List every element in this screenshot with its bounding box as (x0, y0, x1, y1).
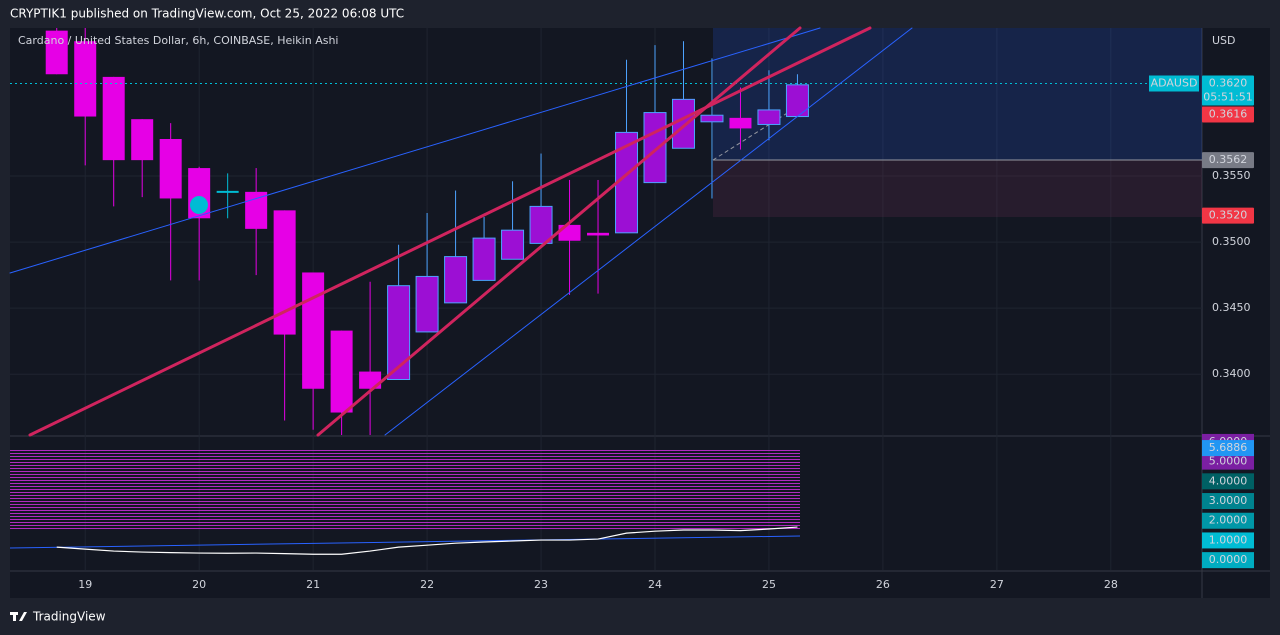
x-tick-label: 23 (534, 578, 548, 591)
candle-body (444, 256, 468, 304)
indicator-tick (1202, 493, 1254, 510)
x-tick-label: 28 (1104, 578, 1118, 591)
candle-body (45, 30, 68, 75)
candle-body (415, 275, 439, 333)
logo (10, 612, 27, 621)
x-tick-label: 22 (420, 578, 434, 591)
indicator-tick (1202, 532, 1254, 549)
x-tick-label: 26 (876, 578, 890, 591)
y-tick-label: 0.3450 (1212, 301, 1251, 314)
candle-body (472, 237, 496, 281)
indicator-tick-label: 2.0000 (1209, 514, 1248, 527)
candle-body (273, 210, 296, 335)
price-badge (1202, 152, 1254, 169)
candle-body (102, 76, 125, 161)
indicator-tick (1202, 552, 1254, 569)
candles (10, 28, 1148, 555)
indicator-band (9, 449, 801, 549)
price-badge-label: 0.3616 (1209, 108, 1248, 121)
price-badge (1202, 75, 1254, 106)
marker (190, 196, 208, 214)
band (10, 449, 800, 531)
indicator-tick (1202, 512, 1254, 529)
x-tick-label: 24 (648, 578, 662, 591)
candle-body (159, 139, 182, 199)
price-badge-label: 0.3620 (1209, 77, 1248, 90)
brand: TradingView (32, 610, 106, 624)
indicator-marker (1202, 440, 1254, 457)
candle-body (245, 191, 268, 229)
stop-zone (713, 160, 1202, 217)
indicator-tick (1202, 473, 1254, 490)
candle-body (587, 232, 610, 236)
trend-line (28, 26, 872, 437)
candle-body (729, 117, 752, 129)
y-tick-label: 0.3550 (1212, 169, 1251, 182)
candle-body (700, 114, 724, 123)
price-badge-label: 0.3520 (1209, 209, 1248, 222)
position-path (712, 104, 801, 161)
candle-body (643, 112, 667, 184)
price-badge (1202, 106, 1254, 123)
y-tick-label: 0.3400 (1212, 367, 1251, 380)
x-tick-label: 27 (990, 578, 1004, 591)
x-tick-label: 20 (192, 578, 206, 591)
publish-info: CRYPTIK1 published on TradingView.com, O… (10, 7, 404, 21)
trend-line (316, 26, 802, 437)
trend-line (384, 27, 913, 436)
candle-body (757, 109, 781, 125)
indicator-line (56, 526, 798, 555)
candle-body (529, 205, 553, 244)
chart-title: Cardano / United States Dollar, 6h, COIN… (18, 34, 338, 47)
indicator-marker-label: 5.6886 (1209, 441, 1248, 454)
trend-line (9, 27, 821, 274)
candle-body (785, 84, 809, 118)
candle-body (131, 119, 154, 161)
indicator-tick-label: 3.0000 (1209, 494, 1248, 507)
countdown: 05:51:51 (1203, 91, 1252, 104)
indicator-tick-label: 1.0000 (1209, 533, 1248, 546)
symbol-badge (1149, 75, 1199, 92)
indicator-tick-label: 5.0000 (1209, 455, 1248, 468)
band-line (9, 535, 801, 549)
x-tick-label: 25 (762, 578, 776, 591)
candle-body (302, 272, 325, 389)
candle-body (501, 229, 525, 260)
trend-lines (9, 26, 913, 437)
overlay: 19 20 21 22 23 24 25 26 27 28 0.3400 0.3450 0.3500 0.… (78, 75, 1254, 591)
indicator-tick-label: 4.0000 (1209, 474, 1248, 487)
candle-body (387, 285, 411, 380)
x-tick-label: 21 (306, 578, 320, 591)
symbol-label: ADAUSD (1151, 77, 1198, 90)
price-badge-label: 0.3562 (1209, 153, 1248, 166)
y-tick-label: 0.3500 (1212, 235, 1251, 248)
x-tick-label: 19 (78, 578, 92, 591)
price-badge (1202, 207, 1254, 224)
indicator-tick (1202, 453, 1254, 470)
candle-body (74, 41, 97, 117)
currency: USD (1212, 34, 1236, 47)
candle-body (330, 330, 353, 413)
indicator-tick-label: 0.0000 (1209, 553, 1248, 566)
candle-body (671, 98, 695, 149)
